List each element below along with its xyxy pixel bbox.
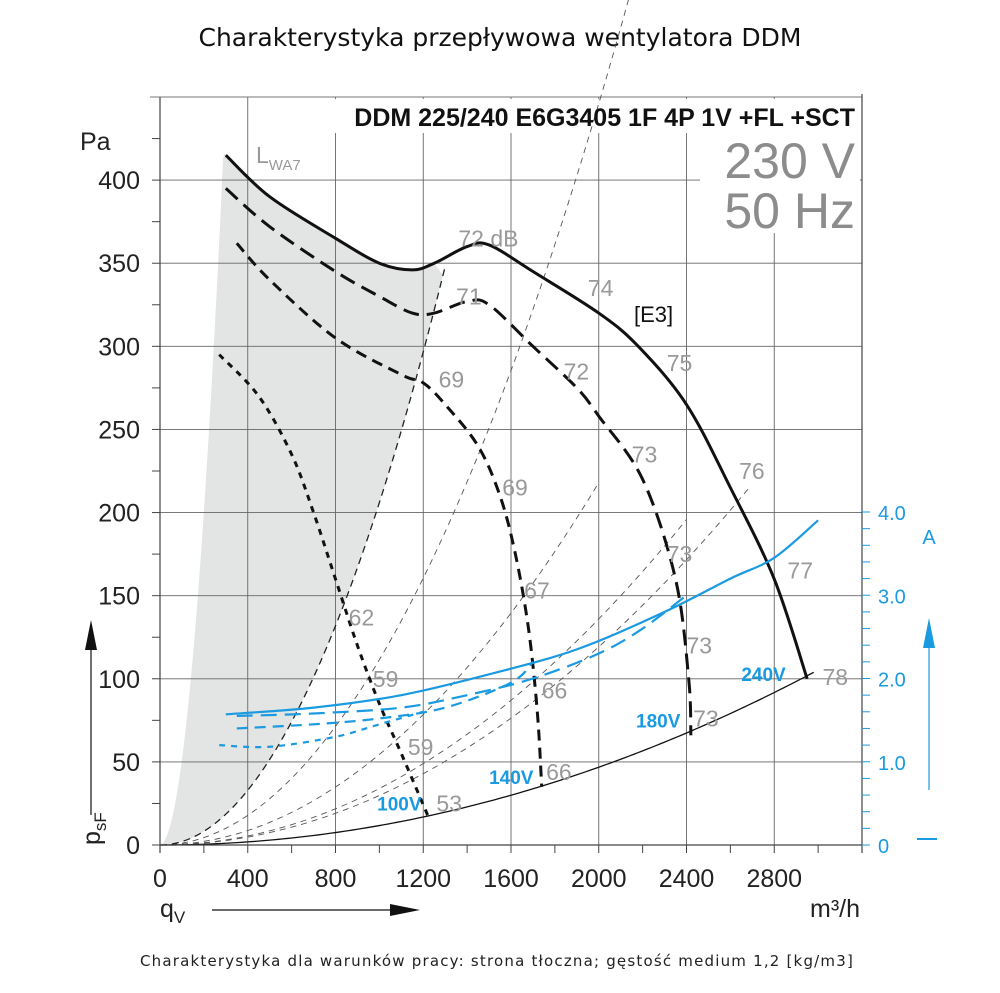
y-axis-title: psF [78, 620, 110, 845]
x-axis-arrow-icon [390, 904, 420, 916]
sound-level-label: 66 [542, 677, 568, 703]
y-tick-label: 50 [112, 749, 140, 777]
footer-note: Charakterystyka dla warunków pracy: stro… [140, 952, 854, 970]
current-curve-140v [236, 661, 534, 730]
model-header [280, 99, 860, 233]
y-tick-label: 0 [126, 832, 140, 860]
y-tick-label: 350 [98, 250, 140, 278]
lwa-shaded-area [159, 151, 443, 846]
sound-level-label: 72 [564, 358, 590, 384]
chart-title: Charakterystyka przepływowa wentylatora … [198, 23, 801, 52]
sound-level-label: 73 [632, 441, 658, 467]
sound-level-label: 66 [546, 759, 572, 785]
x-tick-label: 800 [315, 865, 357, 893]
sound-level-label: 67 [524, 578, 550, 604]
system-curve-4 [159, 488, 749, 846]
pressure-curve-240v [224, 154, 809, 680]
sound-level-label: 73 [667, 541, 693, 567]
sound-level-label: 75 [667, 350, 693, 376]
system-curve-2 [159, 482, 600, 846]
system-curves [159, 0, 815, 846]
x-tick-label: 2000 [571, 865, 627, 893]
sound-level-label: 59 [408, 734, 434, 760]
y-axis-symbol: psF [78, 812, 110, 845]
y-tick-label: 200 [98, 500, 140, 528]
lwa-area-edge [159, 154, 227, 846]
system-curve-1 [159, 0, 629, 846]
model-label: DDM 225/240 E6G3405 1F 4P 1V +FL +SCT [354, 104, 855, 132]
sound-level-label: 71 [456, 283, 482, 309]
frequency-label: 50 Hz [724, 183, 855, 239]
current-curves [219, 519, 819, 749]
voltage-curve-label: 100V [377, 794, 422, 815]
sound-level-label: 69 [502, 475, 528, 501]
voltage-curve-label: 180V [636, 711, 681, 732]
voltage-label: 230 V [724, 133, 855, 189]
y2-tick-label: 0 [878, 836, 889, 858]
x-tick-label: 1600 [483, 865, 539, 893]
pressure-curve-100v [218, 353, 430, 816]
system-curve-6 [159, 266, 446, 846]
y2-axis-title [917, 618, 937, 840]
sound-level-label: 73 [687, 633, 713, 659]
sound-level-label: 62 [349, 604, 375, 630]
x-axis-symbol: qV [160, 895, 186, 927]
sound-level-label: 73 [693, 706, 719, 732]
x-tick-label: 400 [227, 865, 269, 893]
y2-unit-label: A [922, 527, 936, 549]
pressure-curve-140v [235, 242, 544, 787]
system-curve-5 [159, 671, 815, 846]
operating-point-label: [E3] [634, 302, 673, 327]
lwa-area-fill [160, 151, 443, 845]
y-tick-label: 400 [98, 167, 140, 195]
y2-axis-arrow-icon [923, 618, 935, 648]
sound-level-label: 78 [823, 664, 849, 690]
x-unit-label: m³/h [810, 895, 860, 923]
sound-level-label: 77 [787, 558, 813, 584]
pressure-curves [218, 154, 809, 816]
system-curve-3 [159, 519, 687, 846]
voltage-curve-label: 240V [741, 665, 786, 686]
current-curve-180v [236, 594, 688, 718]
x-tick-label: 0 [153, 865, 167, 893]
sound-level-label: 74 [588, 275, 614, 301]
x-tick-label: 1200 [395, 865, 451, 893]
y-tick-label: 150 [98, 583, 140, 611]
sound-level-label: 53 [436, 790, 462, 816]
sound-level-label: 69 [439, 367, 465, 393]
sound-level-label: 76 [739, 458, 765, 484]
sound-level-label: 59 [373, 666, 399, 692]
tick-labels: 0 50 100 150 200 250 300 350 400 0 400 800 1200 1600 2… [98, 167, 906, 893]
y-unit-label: Pa [80, 128, 111, 156]
y2-tick-label: 3.0 [878, 586, 906, 608]
lwa-label: LWA7 [256, 142, 301, 174]
voltage-curve-label: 140V [489, 768, 534, 789]
x-axis-title: qV [160, 895, 420, 927]
y-tick-label: 100 [98, 666, 140, 694]
y2-tick-label: 1.0 [878, 753, 906, 775]
y-tick-label: 300 [98, 333, 140, 361]
axes [152, 94, 870, 853]
curve-labels: LWA7 [E3] 72 dB 74 75 76 77 78 71 72 73 73 73 73 69 69 6… [256, 142, 848, 816]
current-curve-240v [225, 519, 819, 716]
y-axis-arrow-icon [85, 620, 97, 650]
x-tick-label: 2800 [746, 865, 802, 893]
x-tick-label: 2400 [659, 865, 715, 893]
y2-tick-label: 4.0 [878, 503, 906, 525]
y2-tick-label: 2.0 [878, 670, 906, 692]
y-tick-label: 250 [98, 416, 140, 444]
pressure-curve-180v [224, 187, 693, 736]
sound-level-label: 72 dB [458, 225, 518, 251]
